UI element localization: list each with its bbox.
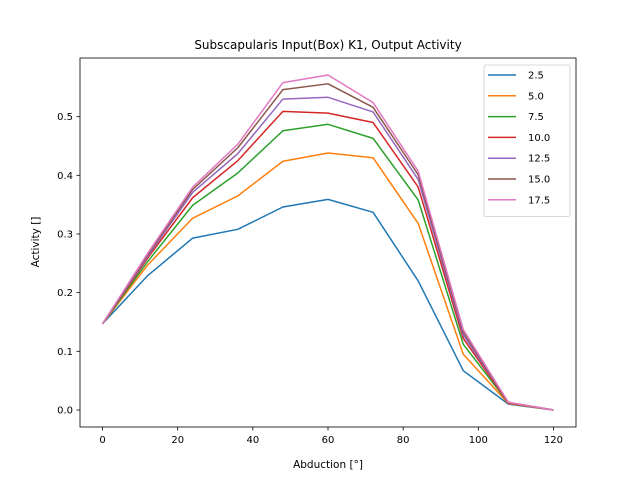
y-tick-label: 0.0 <box>57 405 73 416</box>
legend-label: 15.0 <box>528 175 550 186</box>
legend-label: 17.5 <box>528 195 550 206</box>
series-line-2-5 <box>102 198 554 411</box>
legend: 2.5 5.0 7.5 10.0 12.5 15.0 17.5 <box>483 64 571 218</box>
chart-title: Subscapularis Input(Box) K1, Output Acti… <box>194 38 461 52</box>
series-line-7-5 <box>101 123 554 411</box>
legend-label: 2.5 <box>528 71 544 82</box>
series-line-15-0 <box>101 83 554 411</box>
y-tick-label: 0.2 <box>57 288 73 299</box>
legend-label: 7.5 <box>528 112 544 123</box>
series-line-17-5 <box>101 74 554 411</box>
x-tick-label: 40 <box>246 435 259 446</box>
x-axis-label: Abduction [°] <box>293 459 363 471</box>
series-line-12-5 <box>101 96 554 411</box>
x-tick-label: 100 <box>469 435 488 446</box>
legend-label: 10.0 <box>528 133 550 144</box>
x-tick-label: 0 <box>99 435 105 446</box>
legend-label: 5.0 <box>528 91 544 102</box>
y-tick-label: 0.4 <box>57 171 73 182</box>
series-line-10-0 <box>101 110 554 411</box>
legend-label: 12.5 <box>528 154 550 165</box>
plot-area <box>79 57 577 428</box>
y-tick-label: 0.3 <box>57 229 73 240</box>
series-line-5-0 <box>101 152 554 411</box>
y-axis: 0.0 0.1 0.2 0.3 0.4 0.5 <box>57 112 80 416</box>
x-axis: 0 20 40 60 80 100 120 <box>99 427 563 446</box>
x-tick-label: 80 <box>397 435 410 446</box>
y-tick-label: 0.5 <box>57 112 73 123</box>
y-tick-label: 0.1 <box>57 347 73 358</box>
x-tick-label: 60 <box>322 435 335 446</box>
x-tick-label: 120 <box>544 435 563 446</box>
y-axis-label: Activity [] <box>30 217 42 268</box>
x-tick-label: 20 <box>171 435 184 446</box>
legend-box <box>483 64 571 218</box>
